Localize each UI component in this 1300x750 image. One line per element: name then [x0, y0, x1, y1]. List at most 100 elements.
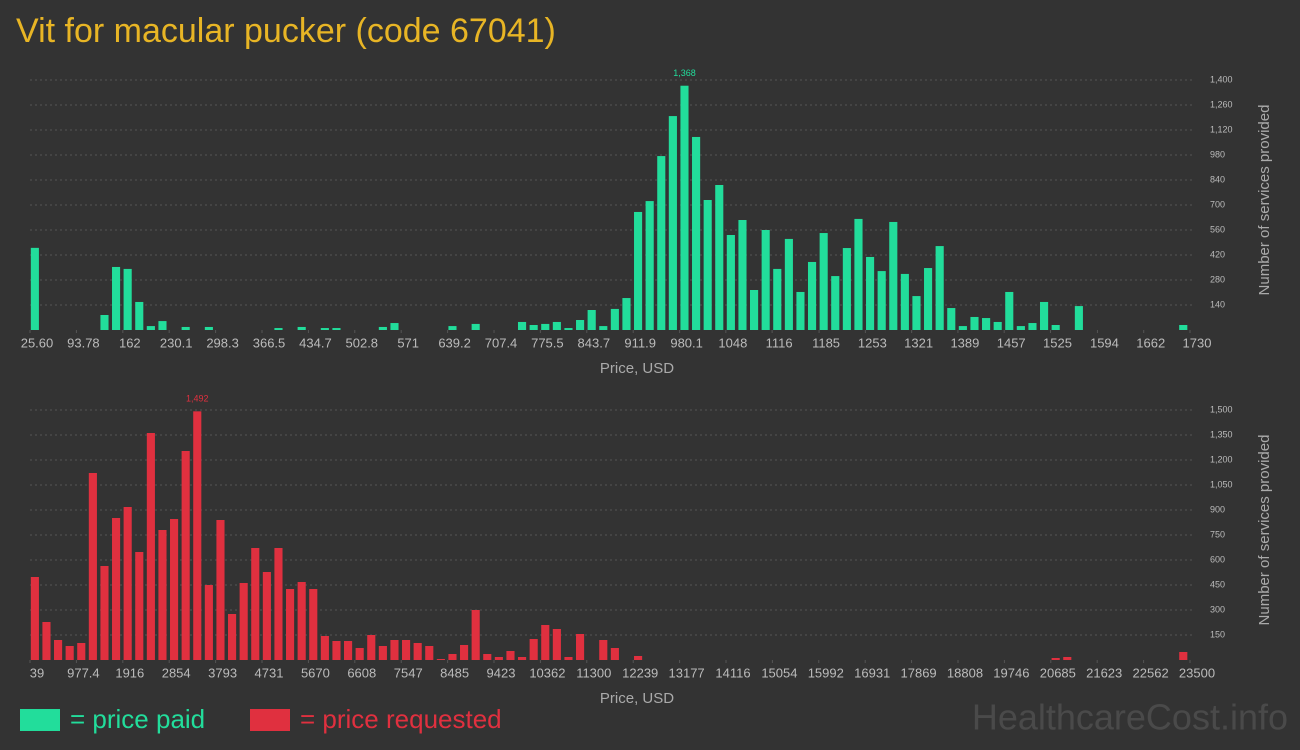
bar — [1016, 326, 1025, 330]
bar — [680, 85, 689, 330]
y-tick-label: 1,050 — [1210, 479, 1233, 489]
y-axis-label: Number of services provided — [1256, 435, 1273, 626]
x-tick-label: 3793 — [208, 665, 237, 680]
x-tick-label: 366.5 — [253, 335, 286, 350]
bar — [634, 211, 643, 330]
bar — [146, 433, 155, 660]
x-tick-label: 23500 — [1179, 665, 1215, 680]
legend-swatch — [250, 709, 290, 731]
bar — [251, 548, 260, 660]
bar — [204, 326, 213, 330]
bar — [552, 321, 561, 330]
bar — [158, 530, 167, 660]
x-tick-label: 1525 — [1043, 335, 1072, 350]
bar — [216, 520, 225, 660]
x-tick-label: 25.60 — [21, 335, 54, 350]
bar — [599, 326, 608, 330]
bar — [529, 325, 538, 330]
x-tick-label: 39 — [30, 665, 44, 680]
x-tick-label: 5670 — [301, 665, 330, 680]
bar — [541, 625, 550, 660]
x-tick-label: 162 — [119, 335, 141, 350]
bar — [610, 648, 619, 660]
bar — [274, 548, 283, 660]
bar — [297, 326, 306, 330]
bar — [842, 248, 851, 330]
bar — [1179, 325, 1188, 330]
x-tick-label: 1389 — [950, 335, 979, 350]
x-tick-label: 22562 — [1133, 665, 1169, 680]
x-tick-label: 93.78 — [67, 335, 100, 350]
y-tick-label: 1,500 — [1210, 404, 1233, 414]
bar — [88, 473, 97, 660]
y-tick-label: 1,260 — [1210, 99, 1233, 109]
bar — [877, 271, 886, 330]
y-tick-label: 450 — [1210, 579, 1225, 589]
bar — [796, 291, 805, 330]
page-title: Vit for macular pucker (code 67041) — [16, 12, 556, 50]
x-tick-label: 502.8 — [346, 335, 379, 350]
bar — [297, 582, 306, 660]
x-tick-label: 6608 — [347, 665, 376, 680]
bar — [100, 315, 109, 330]
x-tick-label: 1321 — [904, 335, 933, 350]
x-tick-label: 298.3 — [206, 335, 239, 350]
x-tick-label: 20685 — [1040, 665, 1076, 680]
y-tick-label: 1,200 — [1210, 454, 1233, 464]
y-tick-label: 1,120 — [1210, 124, 1233, 134]
y-tick-label: 840 — [1210, 174, 1225, 184]
y-tick-label: 700 — [1210, 199, 1225, 209]
bar — [784, 238, 793, 330]
bar — [1074, 306, 1083, 330]
x-tick-label: 230.1 — [160, 335, 193, 350]
bar — [448, 326, 457, 330]
y-tick-label: 420 — [1210, 249, 1225, 259]
bar — [112, 266, 121, 330]
y-tick-label: 750 — [1210, 529, 1225, 539]
bar — [541, 323, 550, 330]
bar — [947, 308, 956, 330]
bar — [181, 326, 190, 330]
x-tick-label: 18808 — [947, 665, 983, 680]
bar — [958, 326, 967, 330]
bar — [703, 200, 712, 330]
bar — [123, 268, 132, 330]
y-tick-label: 300 — [1210, 604, 1225, 614]
bar — [320, 636, 329, 660]
y-tick-label: 140 — [1210, 299, 1225, 309]
bar — [564, 657, 573, 660]
y-tick-label: 1,400 — [1210, 74, 1233, 84]
bar — [170, 519, 179, 660]
y-tick-label: 150 — [1210, 629, 1225, 639]
x-tick-label: 11300 — [576, 665, 611, 680]
bar — [692, 136, 701, 330]
x-tick-label: 1662 — [1136, 335, 1165, 350]
bar — [390, 640, 399, 660]
bar — [1051, 658, 1060, 660]
x-tick-label: 1048 — [718, 335, 747, 350]
bar — [367, 635, 376, 660]
bar — [65, 646, 74, 660]
bar — [831, 276, 840, 330]
bar — [657, 156, 666, 330]
bar — [204, 585, 213, 660]
bar — [761, 230, 770, 330]
bar — [668, 116, 677, 330]
bar — [228, 614, 237, 660]
bar — [100, 566, 109, 660]
bar — [402, 640, 411, 660]
bar — [1005, 291, 1014, 330]
y-tick-label: 980 — [1210, 149, 1225, 159]
bar — [158, 321, 167, 330]
bar — [425, 646, 434, 660]
x-axis-label: Price, USD — [600, 360, 674, 377]
bar — [123, 507, 132, 660]
bar — [506, 651, 515, 660]
bar — [135, 301, 144, 330]
bar — [332, 641, 341, 660]
bar — [320, 328, 329, 330]
x-tick-label: 775.5 — [531, 335, 564, 350]
bar — [471, 323, 480, 330]
x-tick-label: 2854 — [162, 665, 191, 680]
